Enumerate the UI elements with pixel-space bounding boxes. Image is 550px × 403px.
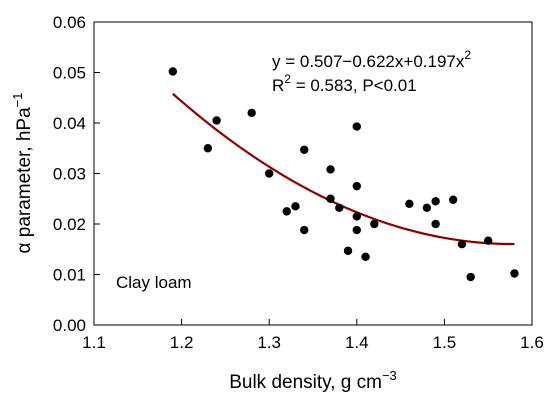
data-point xyxy=(300,225,309,235)
data-point xyxy=(448,195,458,204)
data-point xyxy=(422,203,432,213)
x-tick-label: 1.6 xyxy=(520,333,544,352)
data-point xyxy=(484,236,493,245)
soil-type-label: Clay loam xyxy=(116,273,192,292)
data-point xyxy=(335,203,344,213)
data-point xyxy=(361,252,370,262)
data-point xyxy=(405,199,414,208)
y-tick-label: 0.02 xyxy=(53,215,86,234)
fit-equation-main: y = 0.507−0.622x+0.197x xyxy=(272,52,465,71)
x-tick-label: 1.1 xyxy=(82,333,106,352)
y-tick-label: 0.03 xyxy=(53,165,86,184)
data-point xyxy=(343,246,353,255)
data-point xyxy=(352,122,361,131)
y-axis-label: α parameter, hPa−1 xyxy=(10,92,35,253)
data-point xyxy=(300,145,309,154)
r-squared-suffix: = 0.583, P<0.01 xyxy=(291,76,417,95)
data-point xyxy=(291,202,300,211)
x-axis-label: Bulk density, g cm−3 xyxy=(229,368,397,393)
data-point xyxy=(352,212,361,221)
data-point xyxy=(212,116,221,125)
y-axis-label-sup: −1 xyxy=(10,92,25,107)
data-point xyxy=(203,144,213,153)
y-axis-ticks: 0.00 0.01 0.02 0.03 0.04 0.05 0.06 xyxy=(53,13,100,335)
r-squared-label: R2 = 0.583, P<0.01 xyxy=(272,72,417,95)
x-axis-label-sup: −3 xyxy=(382,368,397,383)
data-point xyxy=(168,67,178,76)
r-squared-sup: 2 xyxy=(284,72,291,86)
y-tick-label: 0.00 xyxy=(53,316,86,335)
fit-equation: y = 0.507−0.622x+0.197x2 xyxy=(272,48,471,71)
x-tick-label: 1.3 xyxy=(257,333,281,352)
y-tick-label: 0.06 xyxy=(53,13,86,32)
data-point xyxy=(265,169,274,178)
data-point xyxy=(510,269,519,278)
data-point xyxy=(282,207,291,216)
data-point xyxy=(466,272,475,282)
x-axis-label-main: Bulk density, g cm xyxy=(229,372,382,393)
y-tick-label: 0.04 xyxy=(53,114,86,133)
r-squared-prefix: R xyxy=(272,76,284,95)
data-point xyxy=(431,219,440,229)
y-tick-label: 0.05 xyxy=(53,64,86,83)
data-point xyxy=(431,197,440,206)
data-point xyxy=(457,240,467,249)
x-axis-ticks: 1.1 1.2 1.3 1.4 1.5 1.6 xyxy=(82,319,544,352)
x-tick-label: 1.5 xyxy=(433,333,457,352)
data-point xyxy=(326,165,335,174)
data-point xyxy=(370,219,379,229)
y-axis-label-main: α parameter, hPa xyxy=(14,107,35,254)
data-point xyxy=(352,181,361,191)
data-points xyxy=(168,67,519,282)
data-point xyxy=(352,225,361,235)
fit-curve xyxy=(172,92,515,246)
fit-equation-sup: 2 xyxy=(464,48,471,62)
data-point xyxy=(326,194,335,203)
y-tick-label: 0.01 xyxy=(53,266,86,285)
x-tick-label: 1.4 xyxy=(345,333,369,352)
x-tick-label: 1.2 xyxy=(170,333,194,352)
data-point xyxy=(247,108,256,118)
